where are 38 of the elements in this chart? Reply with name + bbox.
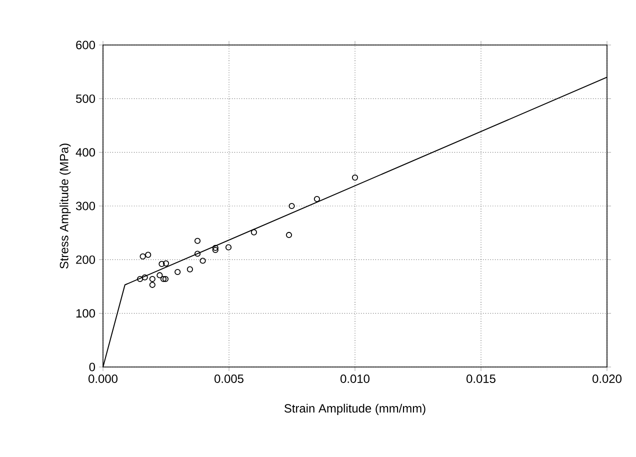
point: [200, 258, 206, 264]
x-tick-label: 0.000: [88, 374, 118, 383]
point: [194, 238, 201, 244]
point: [162, 276, 169, 282]
y-tick-label: 500: [76, 94, 96, 103]
point: [352, 174, 358, 181]
point: [142, 274, 148, 280]
point: [145, 252, 152, 258]
x-tick-label: 0.010: [340, 374, 370, 383]
x-tick-label: 0.020: [592, 374, 622, 383]
y-axis-title: Stress Amplitude (MPa): [60, 144, 71, 269]
y-tick-label: 100: [76, 309, 96, 318]
x-axis-title: Strain Amplitude (mm/mm): [284, 404, 426, 415]
point: [162, 260, 170, 266]
point: [288, 202, 295, 210]
point: [140, 253, 146, 260]
point: [149, 282, 156, 288]
point: [194, 250, 201, 257]
point: [149, 276, 156, 282]
y-tick-label: 200: [76, 255, 96, 264]
x-tick-label: 0.005: [214, 374, 244, 383]
x-tick-label: 0.015: [466, 374, 496, 383]
y-tick-label: 600: [76, 40, 96, 50]
point: [225, 244, 232, 250]
point: [136, 276, 144, 282]
y-tick-label: 0: [89, 362, 96, 372]
point: [156, 272, 163, 278]
point: [174, 268, 181, 276]
point: [186, 266, 193, 272]
point: [160, 276, 167, 282]
point: [286, 232, 292, 238]
point: [158, 260, 165, 268]
point: [314, 196, 320, 202]
point: [250, 229, 257, 236]
point: [212, 246, 218, 254]
point: [212, 244, 218, 251]
y-tick-label: 300: [76, 202, 96, 210]
y-tick-label: 400: [76, 148, 96, 157]
